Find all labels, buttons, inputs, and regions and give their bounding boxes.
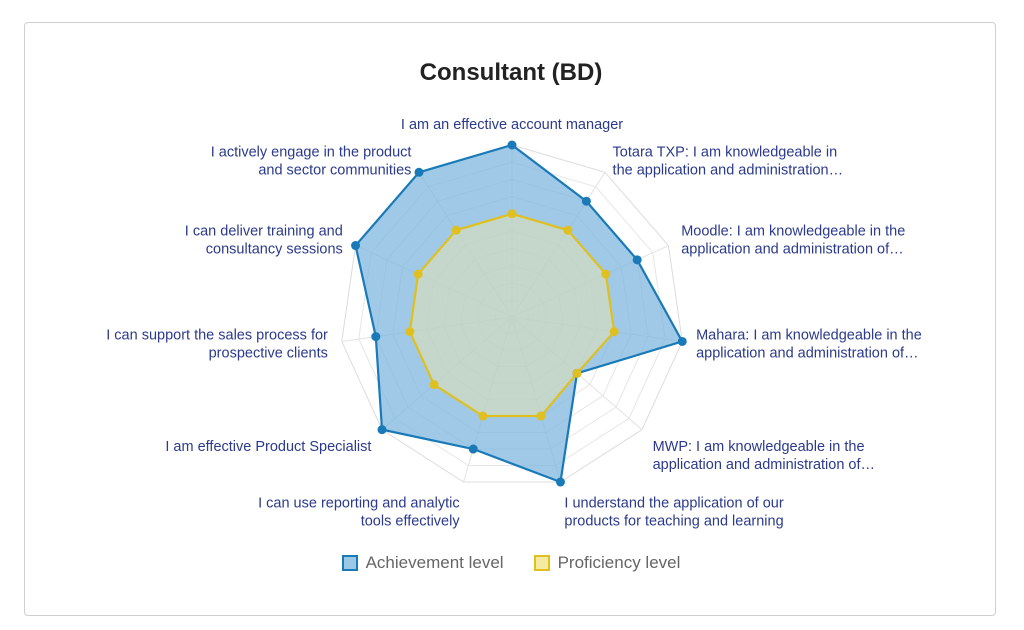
legend-swatch-achievement <box>341 555 358 571</box>
axis-label-line: consultancy sessions <box>206 242 343 258</box>
data-point <box>536 411 546 421</box>
data-point <box>677 336 687 346</box>
legend-item-proficiency[interactable]: Proficiency level <box>533 553 681 573</box>
axis-label: I can support the sales process for prosp… <box>106 327 328 361</box>
data-point <box>414 167 424 177</box>
data-point <box>451 225 461 235</box>
axis-label-line: application and administration of… <box>696 345 918 361</box>
axis-label-line: I actively engage in the product <box>211 145 412 161</box>
radar-chart: I am an effective account manager Totara … <box>106 117 922 529</box>
axis-label-line: I can support the sales process for <box>106 327 328 343</box>
axis-label-line: Moodle: I am knowledgeable in the <box>681 224 905 240</box>
axis-label-line: I can deliver training and <box>185 224 343 240</box>
chart-card: Consultant (BD) I am an effective accoun… <box>24 22 996 616</box>
axis-label-line: products for teaching and learning <box>564 513 783 529</box>
data-point <box>572 368 582 378</box>
legend-label-proficiency: Proficiency level <box>557 553 681 572</box>
axis-label-line: Mahara: I am knowledgeable in the <box>696 327 922 343</box>
legend: Achievement level Proficiency level <box>25 553 997 573</box>
data-point <box>507 209 517 219</box>
data-point <box>351 241 361 251</box>
data-point <box>507 140 517 150</box>
data-point <box>563 225 573 235</box>
axis-label: MWP: I am knowledgeable in the applicatio… <box>653 439 875 473</box>
axis-label-line: I understand the application of our <box>564 495 783 511</box>
data-point <box>429 380 439 390</box>
axis-label: I understand the application of our produ… <box>564 495 783 529</box>
axis-label-line: the application and administration… <box>613 163 844 179</box>
legend-label-achievement: Achievement level <box>365 553 504 572</box>
axis-label-line: I am effective Product Specialist <box>165 439 371 455</box>
data-point <box>478 411 488 421</box>
data-point <box>377 425 387 435</box>
axis-label-line: prospective clients <box>209 345 328 361</box>
axis-label: I can deliver training and consultancy se… <box>185 224 343 258</box>
axis-label-line: and sector communities <box>258 163 411 179</box>
axis-label: I can use reporting and analytic tools ef… <box>258 495 460 529</box>
data-point <box>632 255 642 265</box>
data-point <box>609 327 619 337</box>
data-point <box>581 196 591 206</box>
data-point <box>405 327 415 337</box>
axis-label: Moodle: I am knowledgeable in the applica… <box>681 224 905 258</box>
axis-label: I am effective Product Specialist <box>165 439 371 455</box>
axis-label: Totara TXP: I am knowledgeable in the app… <box>613 145 844 179</box>
data-point <box>371 332 381 342</box>
data-point <box>413 269 423 279</box>
chart-title: Consultant (BD) <box>419 59 603 86</box>
axis-label-line: Totara TXP: I am knowledgeable in <box>613 145 838 161</box>
axis-label-line: I can use reporting and analytic <box>258 495 460 511</box>
legend-swatch-proficiency <box>533 555 550 571</box>
series-area-1 <box>408 212 616 418</box>
series-area-0 <box>354 143 684 484</box>
axis-label: I am an effective account manager <box>401 117 623 133</box>
axis-label-line: application and administration of… <box>681 242 903 258</box>
axis-label: I actively engage in the product and sect… <box>211 145 412 179</box>
axis-label-line: application and administration of… <box>653 457 875 473</box>
axis-label: Mahara: I am knowledgeable in the applica… <box>696 327 922 361</box>
data-point <box>468 444 478 454</box>
axis-label-line: I am an effective account manager <box>401 117 623 133</box>
data-point <box>601 269 611 279</box>
axis-label-line: MWP: I am knowledgeable in the <box>653 439 865 455</box>
legend-item-achievement[interactable]: Achievement level <box>341 553 504 573</box>
data-point <box>555 477 565 487</box>
axis-label-line: tools effectively <box>361 513 461 529</box>
